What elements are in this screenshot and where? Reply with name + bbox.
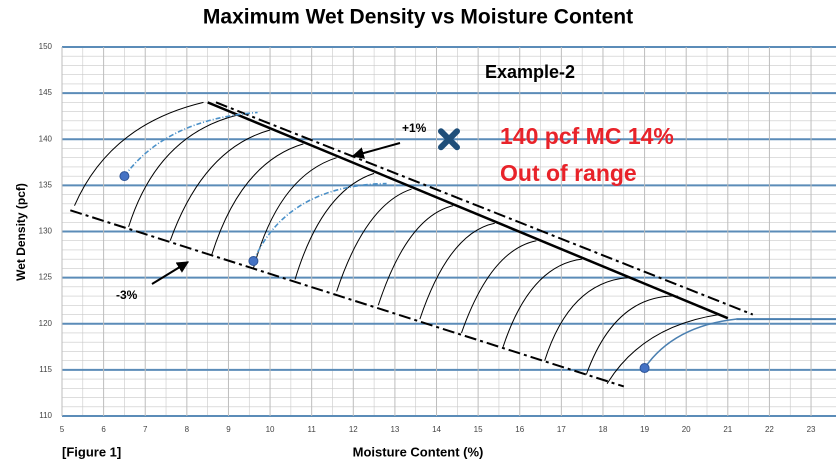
x-tick-label: 6	[101, 425, 106, 434]
x-tick-label: 10	[266, 425, 275, 434]
curve	[419, 222, 495, 320]
curve	[377, 205, 454, 306]
curve	[128, 114, 237, 228]
y-tick-label: 135	[39, 180, 53, 189]
curve	[211, 143, 304, 255]
curve	[294, 172, 375, 280]
reference-line	[70, 209, 625, 388]
curve	[502, 258, 583, 347]
x-tick-label: 23	[807, 425, 816, 434]
point	[248, 256, 259, 267]
curve	[461, 240, 537, 334]
y-tick-label: 125	[39, 273, 53, 282]
y-tick-label: 115	[39, 365, 52, 374]
x-axis-label: Moisture Content (%)	[353, 444, 484, 459]
x-tick-label: 16	[515, 425, 524, 434]
x-tick-label: 12	[349, 425, 358, 434]
minus-label: -3%	[116, 288, 138, 302]
y-axis-label: Wet Density (pcf)	[14, 183, 28, 281]
x-tick-label: 21	[723, 425, 732, 434]
y-tick-label: 130	[39, 227, 53, 236]
x-tick-label: 9	[226, 425, 231, 434]
point	[119, 171, 130, 182]
chart-title: Maximum Wet Density vs Moisture Content	[203, 6, 633, 29]
x-tick-label: 11	[308, 425, 317, 434]
arrow	[151, 261, 190, 285]
curve	[544, 277, 628, 361]
curve	[123, 111, 258, 177]
curve	[252, 182, 387, 262]
curve	[169, 129, 271, 241]
x-tick-label: 8	[185, 425, 190, 434]
reference-line	[207, 101, 729, 320]
x-tick-label: 15	[474, 425, 483, 434]
x-tick-label: 13	[390, 425, 399, 434]
result-text: Out of range	[500, 160, 637, 186]
x-tick-label: 20	[682, 425, 691, 434]
reference-line	[215, 101, 754, 316]
curve	[585, 295, 678, 375]
y-tick-label: 110	[39, 411, 52, 420]
x-tick-label: 17	[557, 425, 566, 434]
arrow	[351, 142, 401, 159]
curve	[336, 188, 412, 292]
point	[639, 363, 650, 374]
y-tick-label: 150	[39, 42, 53, 51]
figure-label: [Figure 1]	[62, 444, 121, 459]
x-tick-label: 18	[599, 425, 608, 434]
y-tick-label: 145	[39, 88, 53, 97]
example-label: Example-2	[485, 62, 575, 82]
y-tick-label: 140	[39, 134, 53, 143]
x-tick-label: 5	[60, 425, 65, 434]
marks	[70, 101, 836, 388]
y-tick-label: 120	[39, 319, 53, 328]
curve	[606, 314, 720, 384]
curve	[74, 101, 204, 206]
x-tick-label: 22	[765, 425, 774, 434]
grid	[61, 46, 836, 417]
curve	[643, 318, 737, 369]
x-tick-label: 14	[432, 425, 441, 434]
x-tick-label: 7	[143, 425, 148, 434]
result-text: 140 pcf MC 14%	[500, 123, 674, 149]
x-tick-label: 19	[640, 425, 649, 434]
plus-label: +1%	[402, 121, 427, 135]
x-marker	[438, 128, 460, 151]
